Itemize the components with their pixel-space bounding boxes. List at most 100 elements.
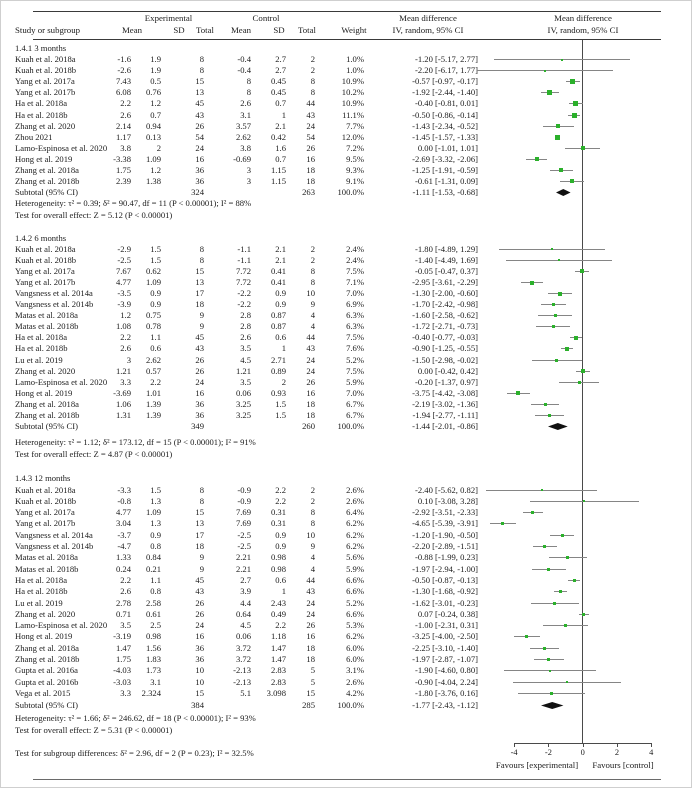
ctrl-sd-value: 1 [281, 343, 286, 354]
study-name: Ha et al. 2018b [15, 109, 68, 120]
ctrl-sd-value: 1 [281, 586, 286, 597]
weight-value: 12.0% [341, 131, 364, 142]
weight-value: 2.4% [346, 243, 364, 254]
ctrl-sd-value: 0.9 [275, 529, 286, 540]
ctrl-total-value: 15 [306, 687, 315, 698]
heterogeneity-row: Heterogeneity: τ² = 1.12; δ² = 173.12, d… [1, 437, 691, 448]
study-name: Hong et al. 2019 [15, 153, 73, 164]
weight-value: 5.6% [346, 552, 364, 563]
ctrl-total-value: 24 [306, 597, 315, 608]
weight-value: 6.4% [346, 507, 364, 518]
study-row: Gupta et al. 2016a -4.03 1.73 10 -2.13 2.83 5 3… [1, 665, 691, 676]
study-name: Hong et al. 2019 [15, 387, 73, 398]
ctrl-sd-value: 2.7 [275, 65, 286, 76]
ctrl-total-value: 24 [306, 120, 315, 131]
effect-marker [571, 112, 577, 118]
study-name: Ha et al. 2018a [15, 98, 68, 109]
weight-value: 6.2% [346, 631, 364, 642]
study-name: Vega et al. 2015 [15, 687, 71, 698]
ctrl-mean-value: -0.69 [233, 153, 251, 164]
exp-sd-value: 1.2 [150, 164, 161, 175]
axis-tick [651, 743, 653, 747]
weight-value: 10.9% [341, 76, 364, 87]
study-row: Zhang et al. 2020 2.14 0.94 26 3.57 2.1 24 7.7%… [1, 120, 691, 132]
effect-marker [534, 157, 539, 162]
weight-value: 3.1% [346, 665, 364, 676]
effect-marker [582, 612, 586, 616]
ctrl-total-value: 4 [310, 321, 315, 332]
ctrl-mean-value: -2.5 [237, 541, 251, 551]
subtotal-row: Subtotal (95% CI) 384 285 100.0% -1.77 [-2.4… [1, 700, 691, 711]
effect-marker [540, 489, 543, 491]
effect-marker [516, 391, 521, 396]
weight-value: 6.6% [346, 608, 364, 619]
weight-value: 6.0% [346, 654, 364, 664]
exp-mean-value: 0.71 [115, 608, 131, 619]
subtotal-exp-total: 384 [191, 700, 204, 710]
exp-sd-value: 0.8 [150, 586, 161, 597]
exp-total-value: 26 [195, 608, 204, 619]
study-name: Lu et al. 2019 [15, 354, 63, 365]
weight-value: 6.2% [346, 541, 364, 551]
weight-value: 11.1% [342, 109, 364, 120]
effect-marker [543, 69, 546, 72]
exp-total-value: 8 [199, 65, 204, 76]
ctrl-sd-value: 0.9 [275, 299, 286, 310]
ctrl-sd-value: 1.15 [270, 175, 286, 186]
md-ci-text: 0.00 [-1.01, 1.01] [417, 142, 478, 153]
study-row: Zhang et al. 2020 0.71 0.61 26 0.64 0.49 24 6.6… [1, 608, 691, 620]
ctrl-sd-value: 0.49 [270, 608, 286, 619]
exp-sd-value: 1.39 [145, 409, 161, 420]
study-row: Lu et al. 2019 3 2.62 26 4.5 2.71 24 5.2% -1.50 … [1, 354, 691, 366]
weight-value: 7.0% [346, 288, 364, 299]
study-row: Zhang et al. 2020 1.21 0.57 26 1.21 0.89 24 7.5… [1, 365, 691, 377]
ctrl-sd-value: 1.6 [275, 142, 286, 153]
effect-marker [573, 335, 578, 340]
ctrl-mean-value: 3.57 [235, 120, 251, 131]
exp-sd-value: 0.9 [150, 288, 161, 299]
subtotal-md-ci-text: -1.11 [-1.53, -0.68] [412, 186, 478, 197]
ctrl-sd-value: 0.31 [270, 518, 286, 529]
effect-marker [542, 646, 546, 650]
study-name: Zhang et al. 2018a [15, 642, 79, 653]
study-row: Ha et al. 2018b 2.6 0.7 43 3.1 1 43 11.1% -0.50 … [1, 109, 691, 121]
md-ci-text: 0.00 [-0.42, 0.42] [417, 365, 478, 376]
study-name: Ha et al. 2018b [15, 586, 68, 597]
exp-mean-value: 3.5 [120, 620, 131, 631]
study-name: Yang et al. 2017b [15, 518, 76, 529]
exp-mean-value: 3.8 [120, 142, 131, 153]
study-row: Kuah et al. 2018b -0.8 1.3 8 -0.9 2.2 2 2.6% 0.1… [1, 496, 691, 507]
study-name: Vangsness et al. 2014b [15, 541, 94, 551]
weight-value: 5.9% [346, 563, 364, 574]
exp-total-value: 54 [195, 131, 204, 142]
md-column-header-line2: IV, random, 95% CI [392, 25, 464, 35]
exp-sd-value: 0.84 [145, 552, 161, 563]
exp-sd-value: 2.2 [150, 376, 161, 387]
study-row: Vangsness et al. 2014a -3.7 0.9 17 -2.5 0.9 10… [1, 529, 691, 541]
ctrl-total-value: 54 [306, 131, 315, 142]
ctrl-sd-value: 2.1 [275, 254, 286, 265]
ctrl-mean-value: 7.72 [235, 277, 251, 287]
weight-value: 9.3% [346, 164, 364, 175]
md-ci-text: -3.75 [-4.42, -3.08] [412, 387, 478, 398]
study-name: Zhang et al. 2020 [15, 120, 76, 131]
exp-total-value: 15 [195, 687, 204, 698]
md-ci-text: -0.90 [-4.04, 2.24] [414, 676, 478, 687]
favours-experimental-label: Favours [experimental] [495, 760, 579, 770]
ctrl-sd-value: 0.7 [275, 98, 286, 109]
exp-sd-value: 1.38 [145, 175, 161, 186]
exp-mean-value: 1.31 [115, 409, 131, 420]
exp-mean-value: 4.77 [115, 277, 131, 287]
exp-sd-value: 0.7 [150, 109, 161, 120]
effect-marker [577, 380, 581, 384]
exp-total-value: 36 [195, 175, 204, 186]
ctrl-total-value: 16 [306, 631, 315, 642]
weight-value: 2.4% [346, 254, 364, 265]
axis-tick-label: 4 [649, 748, 654, 757]
study-name: Zhang et al. 2018b [15, 409, 80, 420]
exp-sd-value: 1.09 [145, 153, 161, 164]
ctrl-sd-value: 0.31 [270, 507, 286, 518]
study-name: Lu et al. 2019 [15, 597, 63, 608]
md-ci-text: -1.90 [-4.60, 0.80] [414, 665, 478, 676]
ctrl-total-value: 2 [310, 243, 315, 254]
